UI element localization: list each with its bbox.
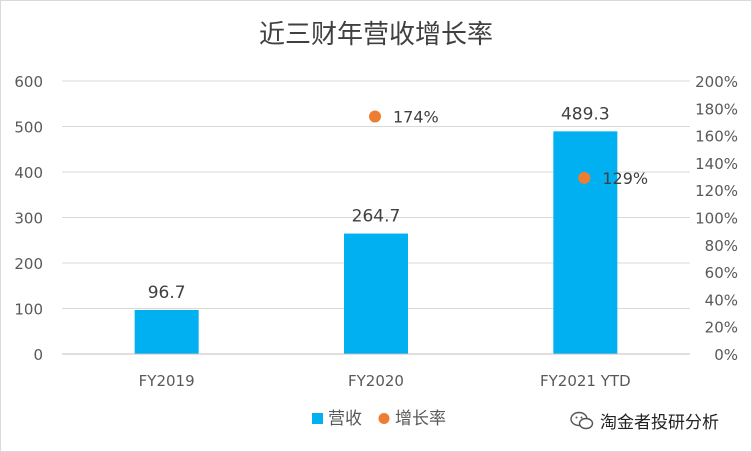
legend-swatch-revenue xyxy=(312,413,323,424)
watermark-text: 淘金者投研分析 xyxy=(600,413,719,433)
bar-data-label: 489.3 xyxy=(561,104,610,124)
y-right-tick-label: 60% xyxy=(705,264,738,282)
y-right-tick-label: 140% xyxy=(695,155,738,173)
bar-data-label: 264.7 xyxy=(352,207,401,227)
y-right-tick-label: 80% xyxy=(705,237,738,255)
growth-point xyxy=(369,110,381,123)
y-left-tick-label: 0 xyxy=(33,346,43,364)
y-left-tick-label: 500 xyxy=(14,119,43,137)
growth-data-label: 174% xyxy=(393,107,439,126)
bar xyxy=(344,233,408,354)
legend-label-revenue: 营收 xyxy=(328,409,362,429)
legend-swatch-growth xyxy=(378,413,390,424)
x-tick-label: FY2021 YTD xyxy=(540,372,631,390)
growth-point xyxy=(578,171,591,184)
y-left-tick-label: 600 xyxy=(14,73,43,91)
y-right-tick-label: 200% xyxy=(695,73,738,91)
x-tick-label: FY2020 xyxy=(348,372,404,390)
y-right-tick-label: 20% xyxy=(705,319,738,337)
bar xyxy=(553,131,618,354)
growth-data-label: 129% xyxy=(602,169,648,188)
y-left-tick-label: 400 xyxy=(14,164,43,182)
y-right-tick-label: 100% xyxy=(695,210,738,228)
x-tick-label: FY2019 xyxy=(139,372,195,390)
y-left-tick-label: 300 xyxy=(14,210,43,228)
watermark: 淘金者投研分析 xyxy=(570,408,719,433)
y-left-tick-label: 100 xyxy=(14,301,43,319)
y-right-tick-label: 120% xyxy=(695,182,738,200)
legend-label-growth: 增长率 xyxy=(395,409,446,429)
y-right-tick-label: 160% xyxy=(695,128,738,146)
y-right-tick-label: 180% xyxy=(695,100,738,118)
chart-title: 近三财年营收增长率 xyxy=(258,20,493,50)
y-left-tick-label: 200 xyxy=(14,255,43,273)
wechat-icon xyxy=(570,411,594,429)
y-right-tick-label: 0% xyxy=(714,346,738,364)
y-right-tick-label: 40% xyxy=(705,291,738,309)
bar xyxy=(134,310,199,354)
bar-data-label: 96.7 xyxy=(148,283,186,303)
